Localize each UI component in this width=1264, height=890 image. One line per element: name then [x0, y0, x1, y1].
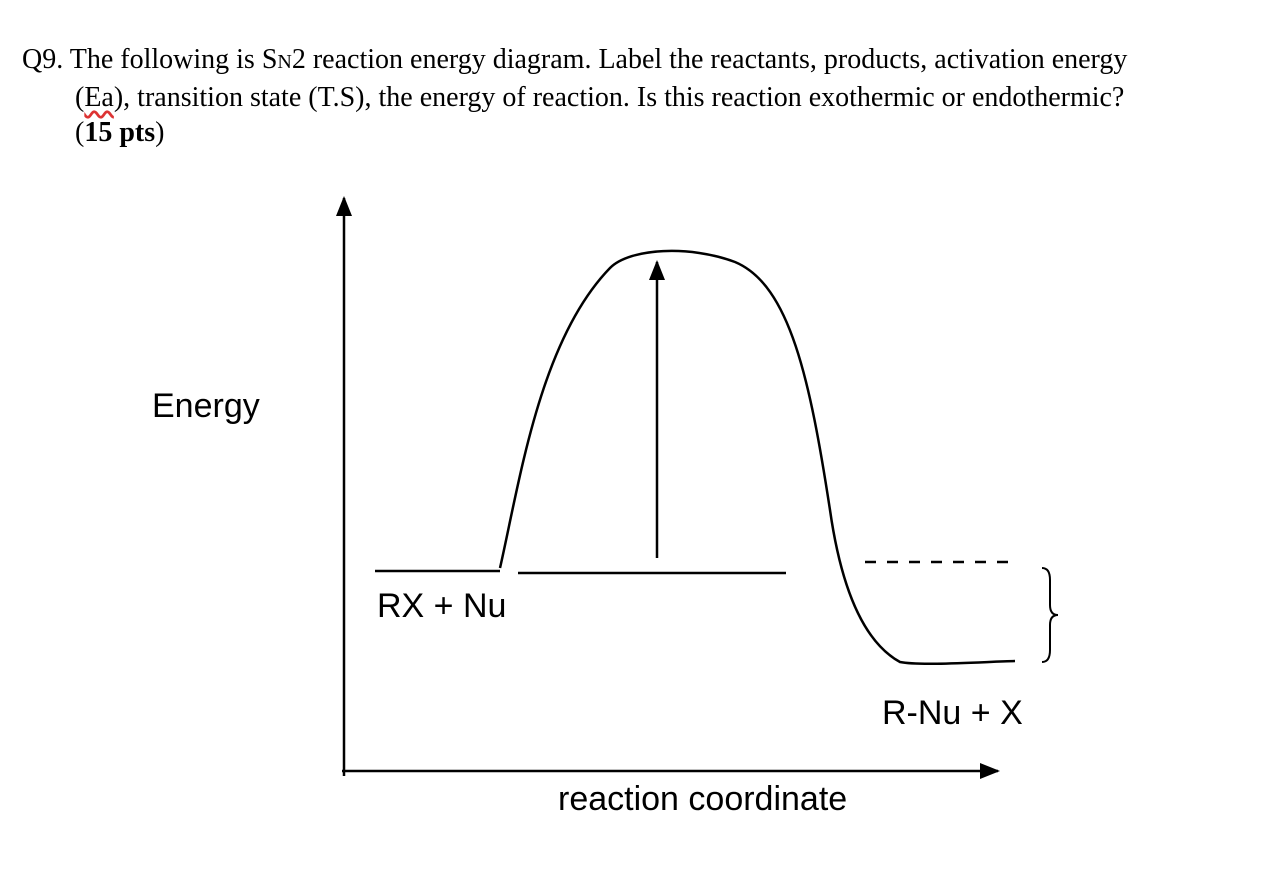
brace	[1041, 567, 1059, 663]
question: Q9. The following is SN2 reaction energy…	[22, 42, 1132, 150]
energy-curve	[498, 249, 1016, 665]
question-number: Q9.	[22, 44, 64, 75]
question-text: ), transition state (T.S), the energy of…	[75, 82, 1125, 148]
question-text: The following is S	[69, 44, 278, 75]
points: 15 pts	[84, 117, 156, 148]
products-label: R-Nu + X	[882, 694, 1023, 732]
question-text: 2 reaction energy diagram. Label the rea…	[75, 44, 1128, 113]
x-axis-label: reaction coordinate	[558, 780, 847, 818]
question-text: Ea	[84, 82, 114, 113]
question-text: )	[155, 117, 165, 148]
question-text: N	[277, 51, 292, 73]
y-axis-label: Energy	[152, 387, 260, 425]
reactants-label: RX + Nu	[377, 587, 506, 625]
